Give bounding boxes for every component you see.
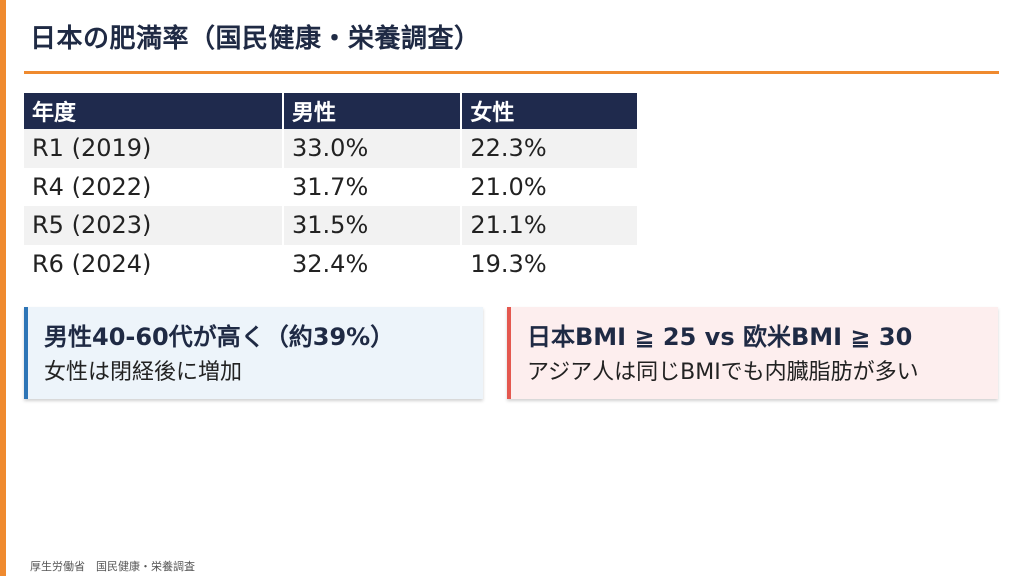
header-female: 女性 <box>462 93 637 129</box>
header-year: 年度 <box>24 93 285 129</box>
callout-subline: アジア人は同じBMIでも内臓脂肪が多い <box>527 360 919 385</box>
callout-headline: 男性40-60代が高く（約39%） <box>44 323 395 351</box>
table-row: R6 (2024) 32.4% 19.3% <box>24 244 637 283</box>
cell-female: 21.1% <box>462 206 637 245</box>
cell-year: R4 (2022) <box>24 167 285 206</box>
obesity-rate-table: 年度 男性 女性 R1 (2019) 33.0% 22.3% R4 (2022)… <box>24 93 637 283</box>
cell-male: 33.0% <box>284 129 463 168</box>
cell-female: 21.0% <box>462 167 637 206</box>
callout-subline: 女性は閉経後に増加 <box>44 360 243 385</box>
header-male: 男性 <box>284 93 463 129</box>
slide-title: 日本の肥満率（国民健康・栄養調査） <box>30 24 481 54</box>
callout-headline: 日本BMI ≧ 25 vs 欧米BMI ≧ 30 <box>527 323 913 351</box>
table-row: R4 (2022) 31.7% 21.0% <box>24 167 637 206</box>
callout-bmi-criteria: 日本BMI ≧ 25 vs 欧米BMI ≧ 30 アジア人は同じBMIでも内臓脂… <box>507 307 998 399</box>
title-divider <box>24 71 999 74</box>
left-accent-bar <box>0 0 6 576</box>
cell-male: 32.4% <box>284 244 463 283</box>
table-row: R5 (2023) 31.5% 21.1% <box>24 206 637 245</box>
cell-year: R1 (2019) <box>24 129 285 168</box>
cell-male: 31.5% <box>284 206 463 245</box>
cell-year: R5 (2023) <box>24 206 285 245</box>
cell-male: 31.7% <box>284 167 463 206</box>
source-footer: 厚生労働省 国民健康・栄養調査 <box>30 560 195 573</box>
table-header-row: 年度 男性 女性 <box>24 93 637 129</box>
cell-year: R6 (2024) <box>24 244 285 283</box>
callout-male-trend: 男性40-60代が高く（約39%） 女性は閉経後に増加 <box>24 307 483 399</box>
table-row: R1 (2019) 33.0% 22.3% <box>24 129 637 168</box>
cell-female: 22.3% <box>462 129 637 168</box>
cell-female: 19.3% <box>462 244 637 283</box>
